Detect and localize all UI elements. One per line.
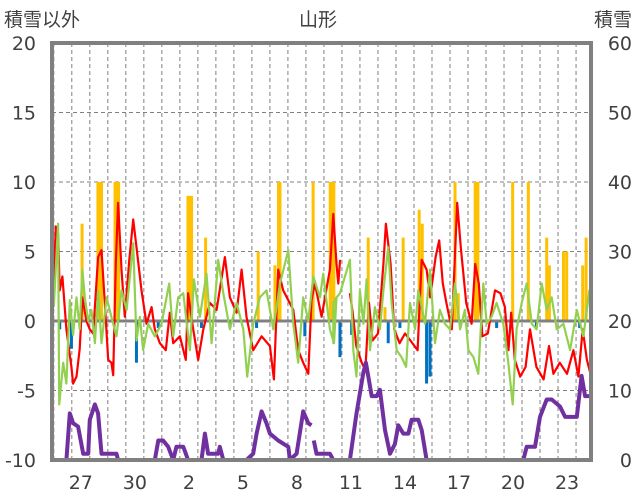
green-series-line xyxy=(52,222,593,406)
blue-bar xyxy=(303,321,307,337)
orange-bar xyxy=(186,195,190,321)
orange-bar xyxy=(581,265,585,321)
orange-bar xyxy=(417,209,421,321)
right-tick-label: 60 xyxy=(608,33,632,55)
x-tick-label: 27 xyxy=(69,472,93,494)
x-tick-label: 8 xyxy=(291,472,303,494)
orange-bar xyxy=(545,237,549,321)
x-tick-label: 17 xyxy=(447,472,471,494)
chart-title: 山形 xyxy=(299,9,337,31)
x-tick-label: 11 xyxy=(339,472,363,494)
right-tick-label: 40 xyxy=(608,172,632,194)
orange-bar xyxy=(256,251,260,321)
red-series-line xyxy=(52,201,592,385)
blue-bar xyxy=(398,321,402,328)
blue-bar xyxy=(69,321,73,349)
right-axis-label: 積雪 xyxy=(594,9,632,31)
left-tick-label: 5 xyxy=(24,242,36,264)
x-tick-label: 20 xyxy=(501,472,525,494)
orange-bar xyxy=(561,251,565,321)
x-tick-label: 2 xyxy=(183,472,195,494)
left-tick-label: 0 xyxy=(24,311,36,333)
plot-frame xyxy=(50,41,593,462)
right-tick-label: 30 xyxy=(608,242,632,264)
orange-bar xyxy=(190,195,194,321)
orange-bar xyxy=(584,237,588,321)
left-axis-label: 積雪以外 xyxy=(4,9,80,31)
orange-bar xyxy=(117,182,121,321)
orange-bar xyxy=(113,182,117,321)
orange-bar xyxy=(476,182,480,321)
x-tick-label: 23 xyxy=(555,472,579,494)
blue-bar xyxy=(425,321,429,384)
orange-bar xyxy=(311,182,315,321)
blue-bar xyxy=(134,321,138,363)
right-tick-label: 0 xyxy=(620,450,632,472)
blue-bar xyxy=(199,321,203,328)
blue-bar xyxy=(156,321,160,328)
orange-bar xyxy=(401,237,405,321)
orange-bar xyxy=(273,265,277,321)
blue-bar xyxy=(495,321,499,328)
orange-bar xyxy=(188,195,192,321)
blue-bar xyxy=(386,321,390,344)
x-tick-label: 30 xyxy=(123,472,147,494)
right-tick-label: 20 xyxy=(608,311,632,333)
blue-bar xyxy=(428,321,432,377)
left-tick-label: 15 xyxy=(12,103,36,125)
left-tick-label: 20 xyxy=(12,33,36,55)
orange-bar xyxy=(420,223,424,321)
orange-bar xyxy=(96,182,100,321)
orange-bar xyxy=(526,182,530,321)
right-tick-label: 50 xyxy=(608,103,632,125)
orange-bar xyxy=(547,265,551,321)
left-tick-label: 10 xyxy=(12,172,36,194)
orange-bar xyxy=(383,307,387,321)
x-tick-label: 14 xyxy=(393,472,417,494)
orange-bar xyxy=(565,251,569,321)
orange-bar xyxy=(366,237,370,321)
left-tick-label: -10 xyxy=(5,450,36,472)
blue-bar xyxy=(338,321,342,358)
right-tick-label: 10 xyxy=(608,381,632,403)
orange-bar xyxy=(511,182,515,321)
x-tick-label: 5 xyxy=(237,472,249,494)
orange-bar xyxy=(278,182,282,321)
orange-bar xyxy=(332,182,336,321)
left-tick-label: -5 xyxy=(17,381,36,403)
blue-bar xyxy=(255,321,259,328)
